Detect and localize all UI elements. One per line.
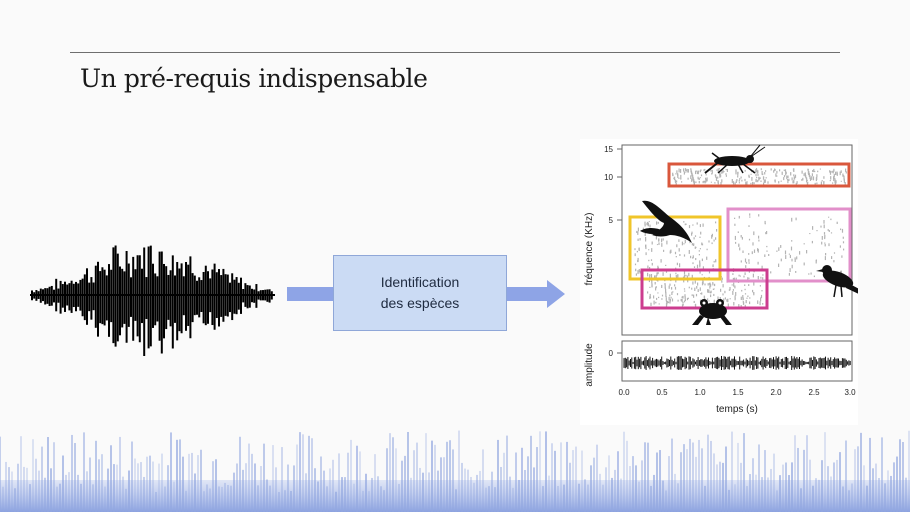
crow-icon — [640, 200, 692, 243]
box-line-2: des espèces — [380, 295, 460, 311]
box-line-1: Identification — [380, 274, 460, 290]
blackbird-icon — [816, 265, 858, 298]
time-tick-2: 1.0 — [694, 388, 706, 397]
y-axis-label-frequency: fréquence (KHz) — [584, 213, 595, 286]
time-tick-4: 2.0 — [770, 388, 782, 397]
spectrogram: 15 10 5 0 fréquence (KHz) amplitude 0.0 … — [580, 139, 858, 425]
grasshopper-icon — [704, 144, 766, 174]
species-identification-box: Identification des espèces — [333, 255, 507, 331]
time-tick-1: 0.5 — [656, 388, 668, 397]
amp-tick-0: 0 — [609, 349, 614, 358]
frog-icon — [692, 299, 732, 325]
bird-2-detection-box — [726, 207, 852, 283]
waveform-footer-decoration — [0, 430, 910, 512]
x-axis-label: temps (s) — [716, 404, 758, 415]
title-rule — [70, 52, 840, 53]
slide-title: Un pré-requis indispensable — [80, 64, 428, 93]
freq-tick-5: 5 — [609, 216, 614, 225]
audio-waveform-icon — [30, 245, 275, 356]
time-tick-0: 0.0 — [618, 388, 630, 397]
freq-tick-10: 10 — [604, 173, 613, 182]
insect-detection-box — [667, 162, 851, 188]
freq-tick-15: 15 — [604, 145, 613, 154]
amplitude-plot-frame — [621, 340, 853, 382]
time-tick-3: 1.5 — [732, 388, 744, 397]
time-tick-5: 2.5 — [808, 388, 820, 397]
y-axis-label-amplitude: amplitude — [584, 343, 595, 387]
frequency-plot-frame — [621, 144, 853, 336]
time-tick-6: 3.0 — [844, 388, 856, 397]
bird-1-detection-box — [628, 215, 722, 281]
